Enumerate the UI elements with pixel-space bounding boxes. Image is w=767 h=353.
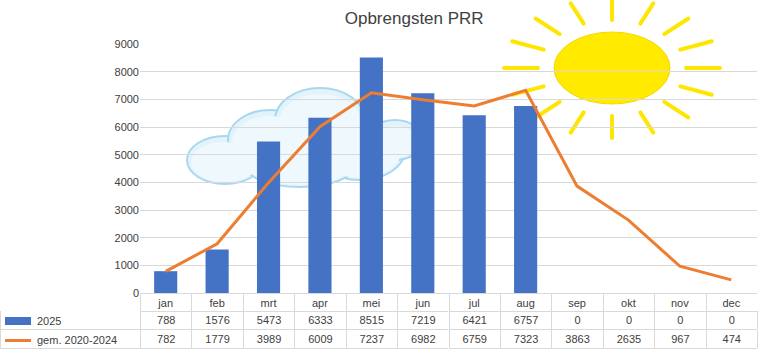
svg-text:1000: 1000 — [115, 259, 139, 271]
html-text:1576: 1576 — [205, 314, 230, 326]
html-text:0: 0 — [677, 314, 684, 326]
svg-text:jan: jan — [157, 297, 173, 309]
html-text:6421: 6421 — [462, 314, 487, 326]
html-text:3863: 3863 — [565, 333, 590, 345]
html-text:6982: 6982 — [411, 333, 436, 345]
svg-text:aug: aug — [516, 297, 534, 309]
svg-text:apr: apr — [312, 297, 328, 309]
html-text:2025: 2025 — [37, 315, 62, 328]
svg-text:4000: 4000 — [115, 176, 139, 188]
html-text:782: 782 — [157, 333, 176, 345]
svg-text:5000: 5000 — [115, 149, 139, 161]
html-text:967: 967 — [671, 333, 690, 345]
html-text:gem. 2020-2024: gem. 2020-2024 — [37, 334, 118, 347]
html-text:6757: 6757 — [513, 314, 539, 326]
html-text:6333: 6333 — [308, 314, 333, 326]
html-text:474: 474 — [722, 333, 741, 345]
html-text:7219: 7219 — [411, 314, 436, 326]
html-text:0: 0 — [574, 314, 581, 326]
html-text:0: 0 — [728, 314, 735, 326]
svg-text:dec: dec — [722, 297, 740, 309]
svg-text:9000: 9000 — [115, 38, 139, 50]
svg-text:2000: 2000 — [115, 232, 139, 244]
html-text:3989: 3989 — [256, 333, 282, 345]
svg-text:8000: 8000 — [115, 66, 139, 78]
svg-text:6000: 6000 — [115, 121, 139, 133]
html-text:0: 0 — [625, 314, 632, 326]
svg-text:jul: jul — [468, 297, 480, 309]
html-text:7237: 7237 — [359, 333, 385, 345]
html-text:788: 788 — [157, 314, 176, 326]
svg-text:sep: sep — [568, 297, 586, 309]
svg-text:okt: okt — [621, 297, 636, 309]
html-text:2635: 2635 — [616, 333, 642, 345]
html-text:1779: 1779 — [205, 333, 230, 345]
svg-text:jun: jun — [414, 297, 430, 309]
html-text:5473: 5473 — [256, 314, 282, 326]
svg-text:3000: 3000 — [115, 204, 139, 216]
svg-text:7000: 7000 — [115, 93, 139, 105]
html-text:6759: 6759 — [462, 333, 487, 345]
svg-text:nov: nov — [671, 297, 689, 309]
html-text:7323: 7323 — [513, 333, 539, 345]
svg-text:feb: feb — [209, 297, 224, 309]
svg-text:mrt: mrt — [261, 297, 277, 309]
html-text:6009: 6009 — [308, 333, 333, 345]
svg-text:Opbrengsten PRR: Opbrengsten PRR — [345, 9, 484, 28]
html-text:8515: 8515 — [359, 314, 385, 326]
svg-text:mei: mei — [363, 297, 381, 309]
svg-text:0: 0 — [133, 287, 139, 299]
